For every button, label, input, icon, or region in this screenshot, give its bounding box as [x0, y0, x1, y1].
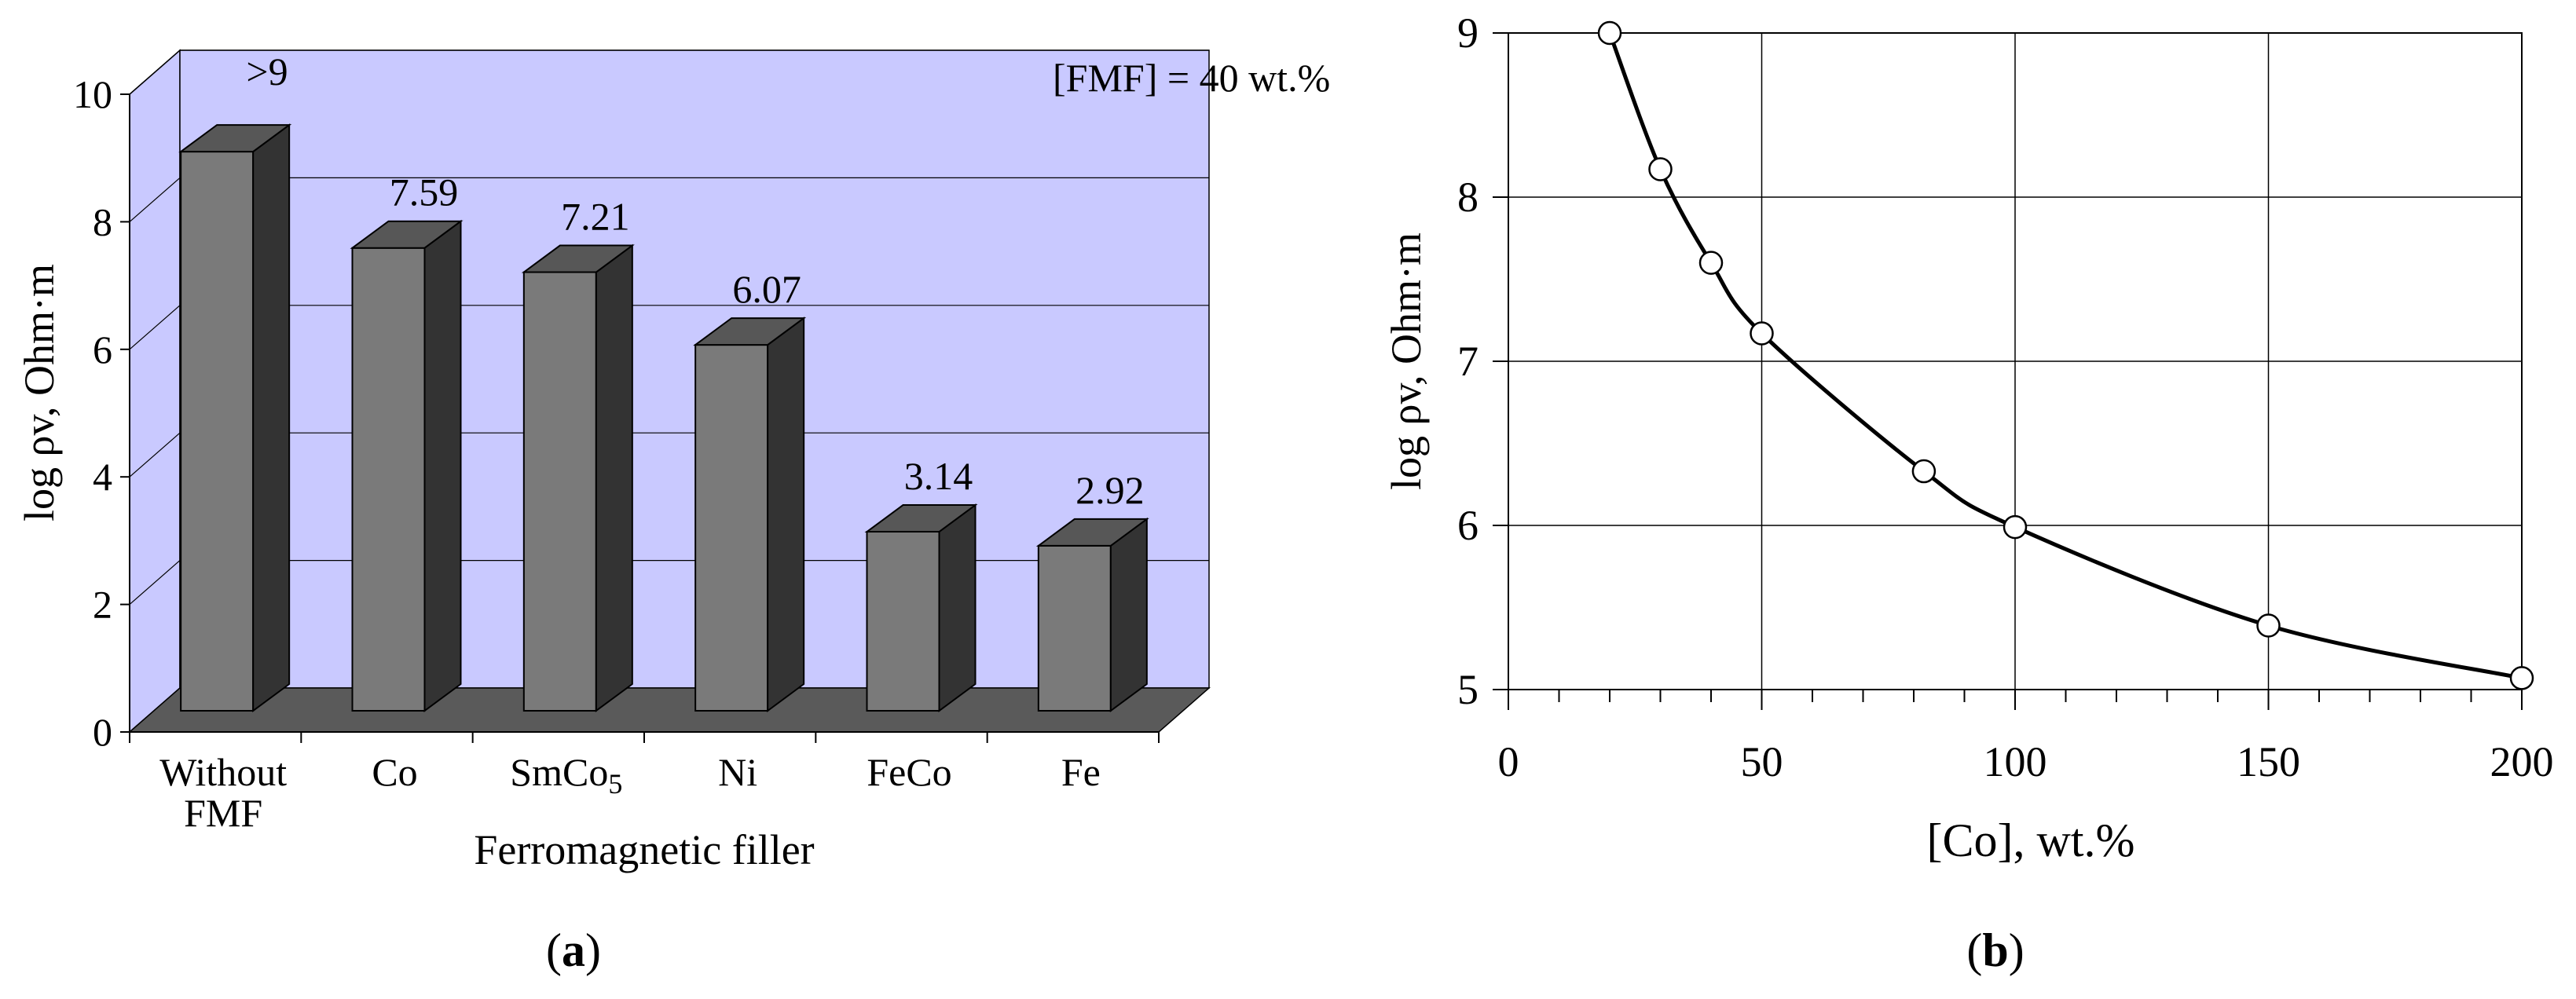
x-tick-label: 50 [1741, 738, 1783, 785]
category-label: Without [159, 750, 287, 794]
panel-label-a: (a) [546, 924, 601, 976]
category-label: SmCo5 [510, 750, 622, 800]
bar-front [180, 151, 255, 712]
bar-top [864, 504, 978, 533]
bar-4 [864, 503, 978, 712]
y-tick-label: 8 [1457, 174, 1479, 221]
bar-front [1037, 544, 1112, 712]
value-labels: >9 7.59 7.21 6.07 3.14 2.92 [246, 49, 1144, 512]
category-label-line2: FMF [184, 791, 262, 835]
y-tick-label: 7 [1457, 338, 1479, 385]
back-wall [179, 49, 1210, 689]
bar-side [252, 123, 291, 712]
bar-1 [350, 219, 464, 712]
bar-front [694, 344, 769, 712]
plot-border [1508, 32, 2523, 690]
bar-side [938, 503, 977, 712]
gridline-side-4 [129, 432, 181, 478]
data-point-3 [1750, 321, 1774, 346]
plot-frame [1493, 32, 2523, 710]
y-tick-labels: 0 2 4 6 8 10 [73, 72, 112, 754]
y-gridlines [129, 49, 1209, 606]
category-label: Fe [1061, 750, 1101, 794]
value-label: 6.07 [732, 267, 801, 311]
data-point-2 [1698, 251, 1724, 275]
value-label: 7.59 [390, 170, 459, 214]
bar-2 [521, 243, 635, 712]
value-label: >9 [246, 49, 288, 93]
gridlines [1508, 33, 2522, 690]
y-axis-title: log ρv, Ohm·m [16, 264, 63, 521]
series-line [1607, 32, 2523, 680]
y-tick-label: 9 [1457, 9, 1479, 57]
value-label: 7.21 [561, 195, 630, 239]
series-log-rho [1597, 20, 2534, 690]
gridline-side-8 [129, 177, 181, 222]
y-tick-label: 10 [73, 72, 112, 116]
bar-top [521, 244, 635, 273]
bar-top [350, 220, 464, 249]
bar-front [522, 271, 597, 712]
bar-0 [178, 123, 292, 712]
data-point-7 [2509, 666, 2534, 690]
data-point-1 [1648, 157, 1673, 181]
x-axis-title: [Co], wt.% [1927, 814, 2135, 866]
y-tick-label: 6 [93, 328, 112, 371]
side-wall [129, 49, 181, 734]
category-label: Ni [718, 750, 757, 794]
bar-side [767, 317, 805, 712]
bar-front [866, 531, 940, 712]
bar-top [693, 317, 807, 346]
bar-front [351, 247, 426, 712]
axes [120, 93, 1160, 743]
bar-side [423, 219, 462, 712]
bar-5 [1035, 517, 1149, 712]
data-point-0 [1597, 20, 1622, 46]
category-label: Co [372, 750, 417, 794]
data-point-5 [2003, 514, 2028, 540]
x-tick-label: 0 [1498, 738, 1519, 785]
bar-side [595, 243, 633, 712]
data-point-4 [1911, 459, 1937, 484]
y-axis-title: log ρv, Ohm·m [1383, 232, 1430, 490]
data-point-6 [2256, 613, 2281, 638]
line-chart-panel-b: 0 50 100 150 200 5 6 7 8 9 [Co], wt.% log ρv, Ohm… [1383, 9, 2554, 976]
bar-side [1109, 517, 1148, 712]
gridline-side-10 [129, 49, 181, 95]
y-tick-label: 4 [93, 455, 112, 499]
y-tick-label: 0 [93, 710, 112, 754]
y-tick-label: 6 [1457, 502, 1479, 549]
value-label: 2.92 [1075, 468, 1145, 512]
value-label: 3.14 [904, 454, 973, 498]
gridline-side-2 [129, 560, 181, 606]
x-tick-label: 150 [2237, 738, 2300, 785]
bar-top [1035, 518, 1149, 547]
annotation-fmf: [FMF] = 40 wt.% [1053, 56, 1330, 100]
x-tick-label: 100 [1984, 738, 2047, 785]
bar-3 [693, 317, 807, 712]
panel-label-b: (b) [1966, 924, 2024, 976]
x-axis-title: Ferromagnetic filler [474, 826, 814, 873]
x-tick-label: 200 [2490, 738, 2554, 785]
y-tick-label: 8 [93, 199, 112, 243]
bars [178, 123, 1149, 712]
gridline-side-6 [129, 305, 181, 350]
y-tick-label: 5 [1457, 666, 1479, 713]
tick-labels: 0 50 100 150 200 5 6 7 8 9 [1457, 9, 2554, 785]
y-tick-label: 2 [93, 583, 112, 627]
category-label: FeCo [867, 750, 951, 794]
chart-wall-and-floor [128, 49, 1211, 734]
bar-top [178, 124, 292, 153]
